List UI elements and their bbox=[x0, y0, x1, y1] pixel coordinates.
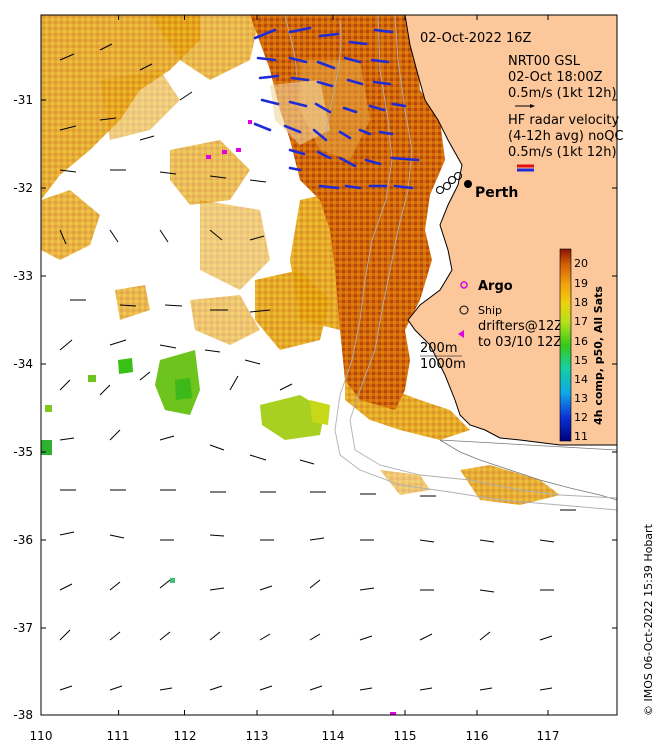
y-tick-minus31: -31 bbox=[13, 93, 33, 107]
ship-symbol bbox=[459, 305, 469, 315]
colorbar-gradient bbox=[559, 248, 572, 442]
sst-colorbar: 20 19 18 17 16 15 14 13 12 11 4h comp, p… bbox=[559, 248, 605, 443]
perth-label: Perth bbox=[475, 185, 518, 201]
ship-label: Ship bbox=[478, 304, 502, 317]
cb-tick-16: 16 bbox=[574, 335, 588, 348]
map-layers bbox=[41, 15, 617, 715]
cool-sst-patches bbox=[41, 350, 330, 583]
isobaths bbox=[284, 15, 617, 511]
plot-frame bbox=[40, 14, 618, 716]
y-tick-minus37: -37 bbox=[13, 621, 33, 635]
legend: 02-Oct-2022 16Z NRT00 GSL 02-Oct 18:00Z … bbox=[420, 31, 624, 372]
y-tick-marks bbox=[41, 99, 617, 716]
cb-tick-18: 18 bbox=[574, 296, 588, 309]
y-tick-labels: -31 -32 -33 -34 -35 -36 -37 -38 bbox=[13, 93, 33, 722]
x-tick-114: 114 bbox=[322, 729, 345, 743]
radar-label: HF radar velocity bbox=[508, 113, 620, 128]
argo-symbol bbox=[460, 281, 468, 289]
drifter-symbol bbox=[458, 330, 464, 338]
x-tick-113: 113 bbox=[246, 729, 269, 743]
colorbar-title: 4h comp, p50, All Sats bbox=[592, 286, 605, 425]
cb-tick-17: 17 bbox=[574, 315, 588, 328]
y-tick-minus32: -32 bbox=[13, 181, 33, 195]
timestamp-title: 02-Oct-2022 16Z bbox=[420, 31, 532, 46]
drifters-label: drifters@12Z bbox=[478, 319, 563, 334]
x-tick-117: 117 bbox=[537, 729, 560, 743]
model-time: 02-Oct 18:00Z bbox=[508, 70, 603, 85]
y-tick-minus38: -38 bbox=[13, 708, 33, 722]
credit-text: © IMOS 06-Oct-2022 15:39 Hobart bbox=[642, 523, 655, 716]
isobath-200-label: 200m bbox=[420, 341, 457, 356]
cb-tick-13: 13 bbox=[574, 392, 588, 405]
sst-field bbox=[41, 15, 560, 505]
y-tick-minus34: -34 bbox=[13, 357, 33, 371]
model-scale: 0.5m/s (1kt 12h) bbox=[508, 86, 617, 101]
cb-tick-11: 11 bbox=[574, 430, 588, 443]
model-current-arrows bbox=[59, 43, 576, 691]
cb-tick-20: 20 bbox=[574, 257, 588, 270]
y-tick-minus33: -33 bbox=[13, 269, 33, 283]
hf-radar-arrows bbox=[253, 26, 420, 190]
drifter-tracks bbox=[206, 120, 396, 715]
x-tick-110: 110 bbox=[30, 729, 53, 743]
drifters-to: to 03/10 12Z bbox=[478, 335, 562, 350]
y-tick-minus36: -36 bbox=[13, 533, 33, 547]
cb-tick-14: 14 bbox=[574, 373, 588, 386]
argo-label: Argo bbox=[478, 279, 513, 294]
x-tick-111: 111 bbox=[107, 729, 130, 743]
x-tick-115: 115 bbox=[394, 729, 417, 743]
x-tick-labels: 110 111 112 113 114 115 116 117 bbox=[30, 729, 560, 743]
radar-note: (4-12h avg) noQC bbox=[508, 129, 624, 144]
model-label: NRT00 GSL bbox=[508, 54, 581, 69]
isobath-1000-label: 1000m bbox=[420, 357, 466, 372]
x-tick-112: 112 bbox=[174, 729, 197, 743]
cb-tick-12: 12 bbox=[574, 411, 588, 424]
perth-marker bbox=[436, 172, 472, 194]
x-tick-116: 116 bbox=[466, 729, 489, 743]
cb-tick-15: 15 bbox=[574, 354, 588, 367]
radar-scale: 0.5m/s (1kt 12h) bbox=[508, 145, 617, 160]
x-tick-marks bbox=[40, 15, 549, 715]
y-tick-minus35: -35 bbox=[13, 445, 33, 459]
cb-tick-19: 19 bbox=[574, 277, 588, 290]
